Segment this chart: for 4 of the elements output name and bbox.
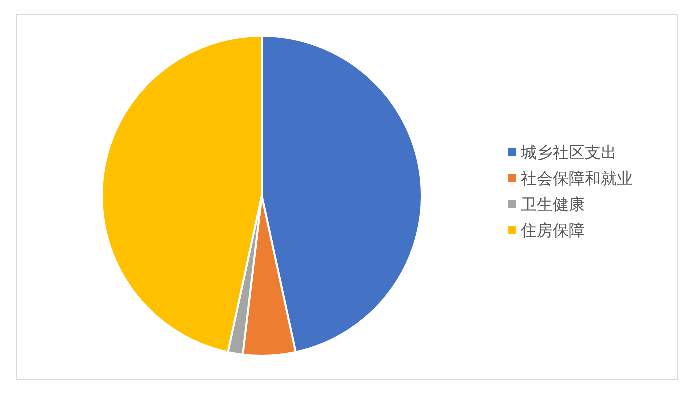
legend-label: 社会保障和就业 [521,169,633,188]
legend-label: 住房保障 [520,221,585,240]
legend-label: 城乡社区支出 [520,143,617,162]
legend-label: 卫生健康 [521,195,585,214]
